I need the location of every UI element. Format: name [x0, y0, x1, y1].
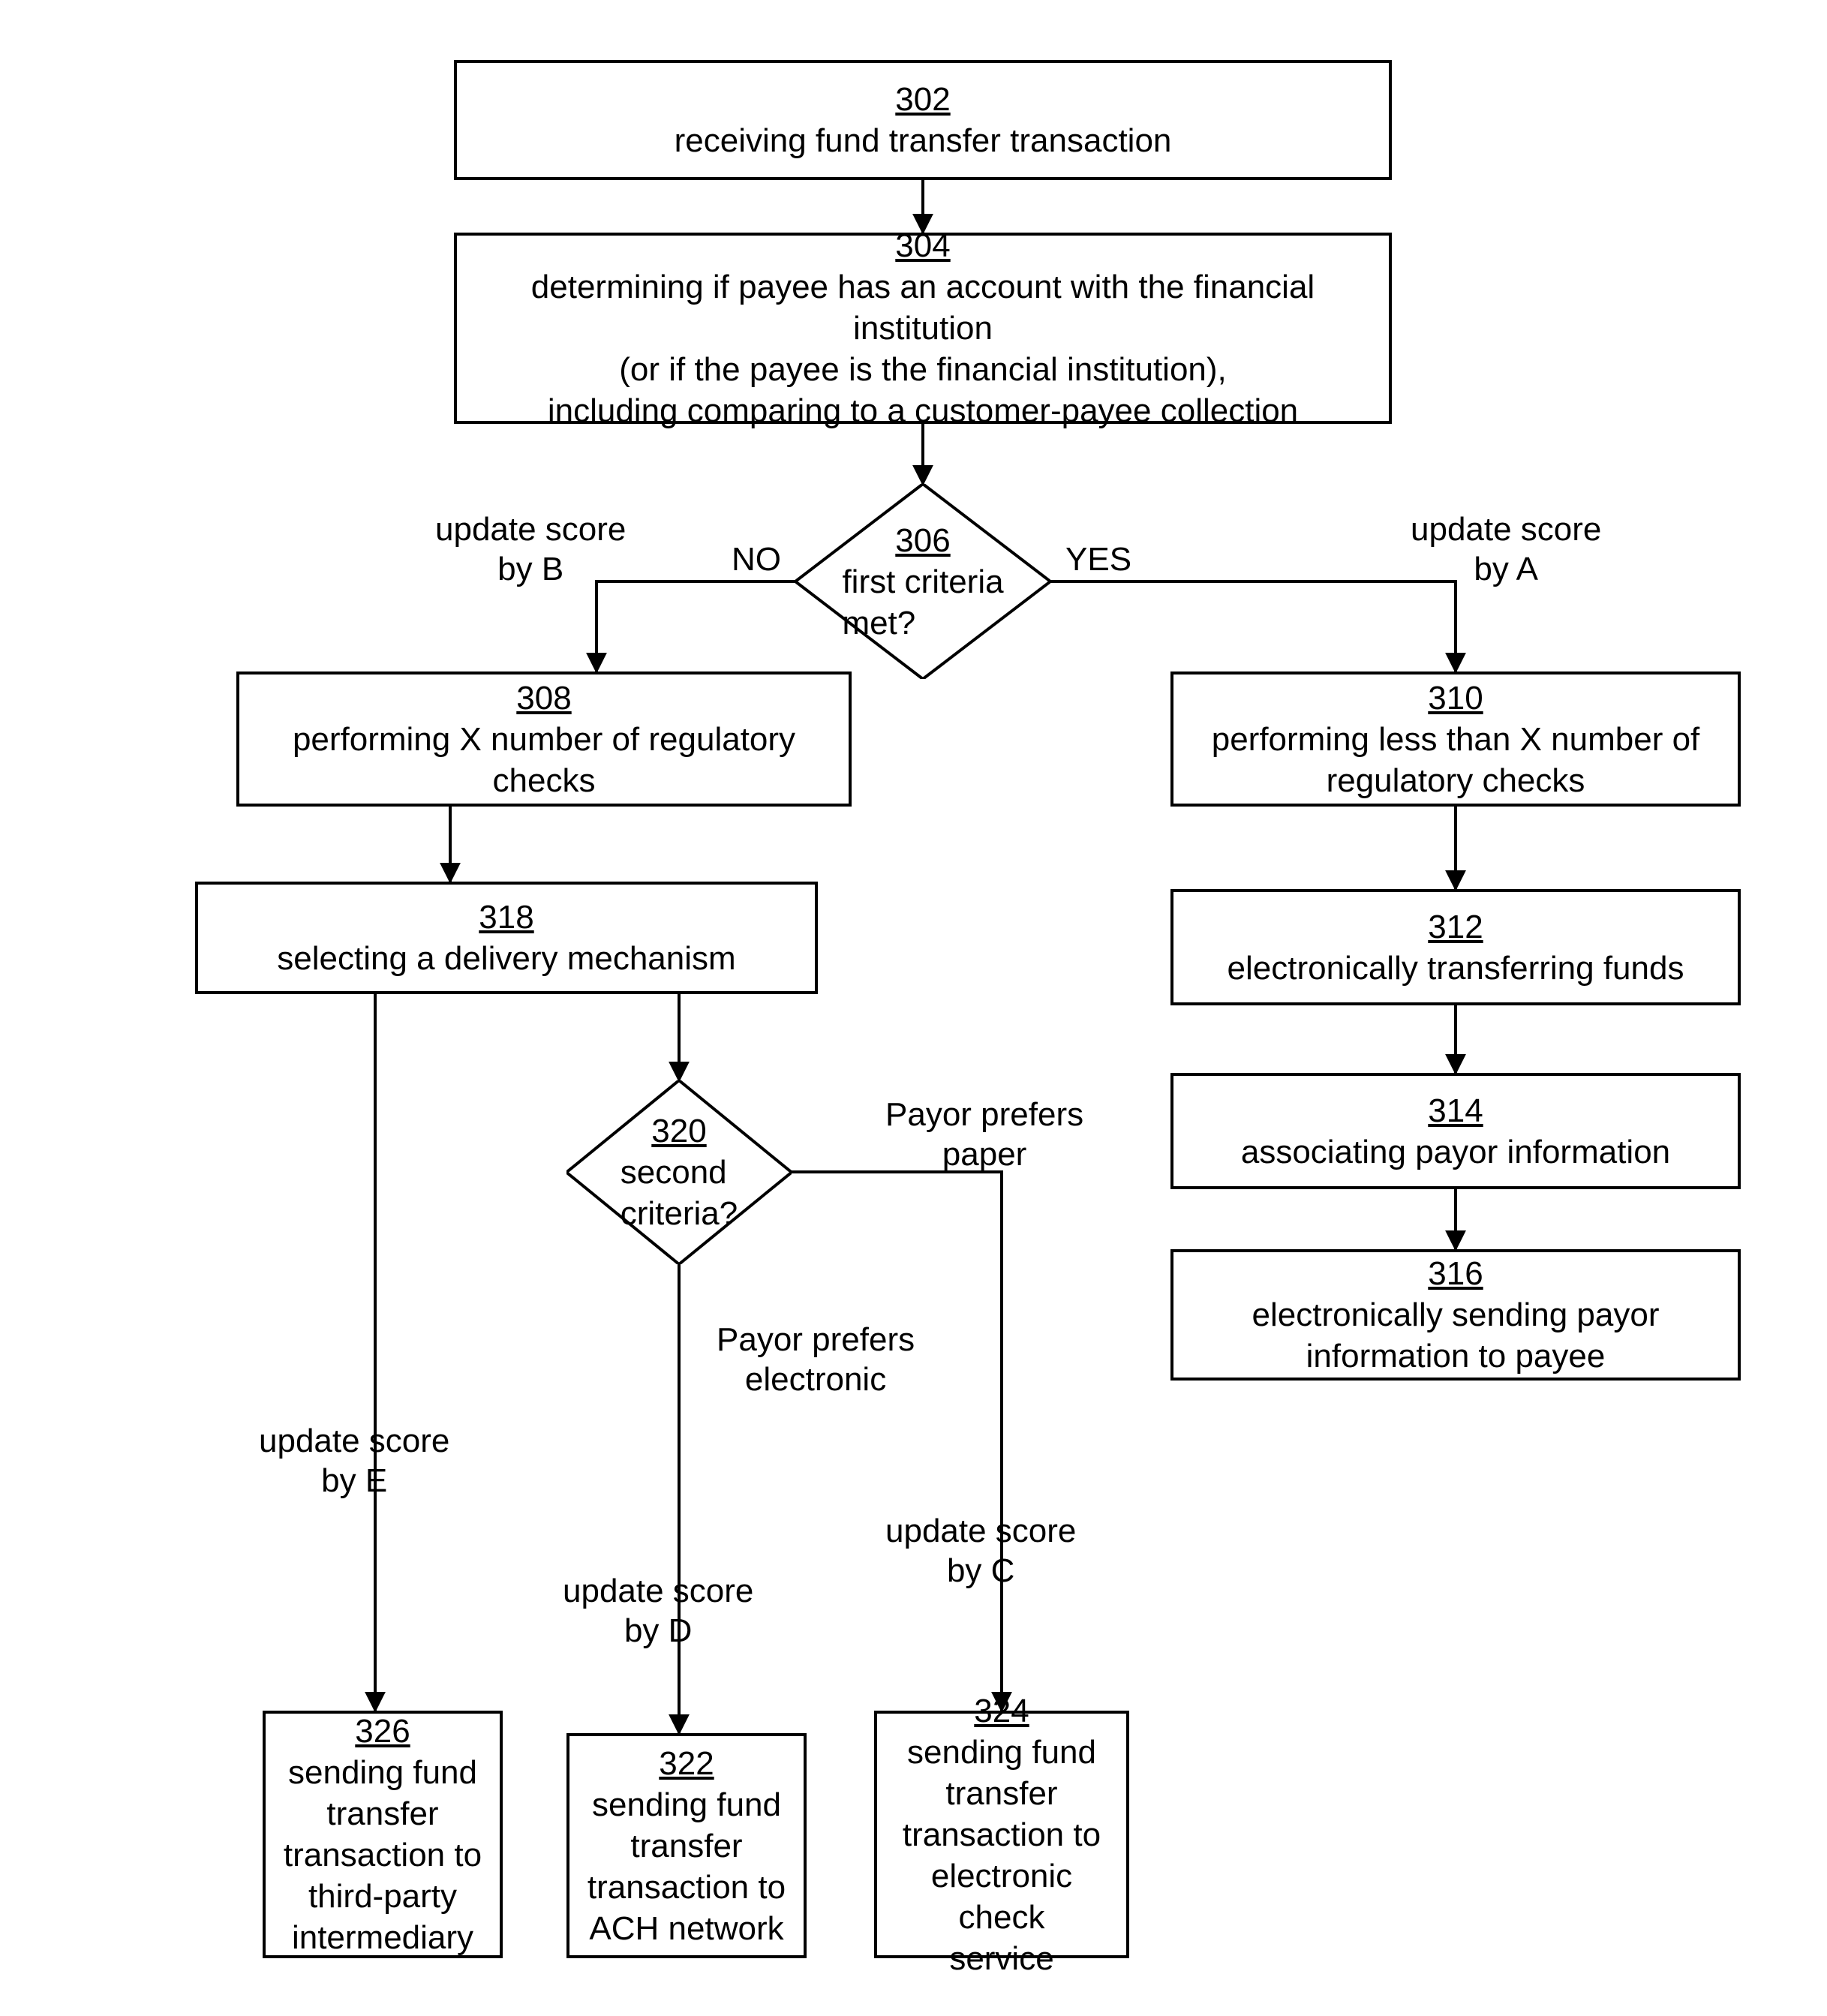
edge-n320-n324	[792, 1172, 1002, 1711]
node-id: 310	[1428, 678, 1483, 719]
edge-label-updB: update scoreby B	[435, 510, 626, 590]
node-label: determining if payee has an account with…	[466, 266, 1380, 431]
node-id: 314	[1428, 1090, 1483, 1131]
node-id: 312	[1428, 906, 1483, 948]
process-node-324: 324sending fundtransfertransaction toele…	[874, 1711, 1129, 1958]
edge-n306-n310_branch	[1050, 581, 1456, 671]
edge-n306-n308_branch	[596, 581, 795, 671]
edge-label-yes: YES	[1065, 540, 1131, 580]
edge-label-updA: update scoreby A	[1411, 510, 1601, 590]
process-node-302: 302receiving fund transfer transaction	[454, 60, 1392, 180]
node-label: associating payor information	[1241, 1131, 1670, 1173]
node-id: 308	[516, 678, 571, 719]
edge-label-prefPaper: Payor preferspaper	[885, 1095, 1083, 1175]
process-node-312: 312electronically transferring funds	[1170, 889, 1741, 1005]
edge-label-prefElec: Payor preferselectronic	[717, 1320, 915, 1400]
process-node-322: 322sending fundtransfertransaction toACH…	[566, 1733, 807, 1958]
node-label: secondcriteria?	[621, 1152, 738, 1234]
node-label: performing X number of regulatorychecks	[293, 719, 795, 801]
node-label: sending fundtransfertransaction toelectr…	[886, 1732, 1117, 1979]
node-id: 306	[895, 520, 950, 561]
node-label: performing less than X number ofregulato…	[1212, 719, 1700, 801]
edge-label-updD: update scoreby D	[563, 1572, 753, 1651]
decision-node-306: 306first criteriamet?	[795, 484, 1050, 679]
process-node-326: 326sending fundtransfertransaction tothi…	[263, 1711, 503, 1958]
decision-node-320: 320secondcriteria?	[566, 1080, 792, 1264]
node-id: 304	[895, 225, 950, 266]
process-node-310: 310performing less than X number ofregul…	[1170, 671, 1741, 807]
edge-label-updE: update scoreby E	[259, 1422, 449, 1501]
edge-label-no: NO	[732, 540, 781, 580]
node-id: 326	[355, 1711, 410, 1752]
process-node-314: 314associating payor information	[1170, 1073, 1741, 1189]
node-label: electronically sending payorinformation …	[1252, 1294, 1660, 1377]
node-id: 316	[1428, 1253, 1483, 1294]
process-node-304: 304determining if payee has an account w…	[454, 233, 1392, 424]
node-id: 324	[974, 1690, 1029, 1732]
process-node-316: 316electronically sending payorinformati…	[1170, 1249, 1741, 1381]
node-id: 320	[651, 1110, 706, 1152]
node-label: first criteriamet?	[842, 561, 1003, 644]
node-label: sending fundtransfertransaction tothird-…	[284, 1752, 482, 1958]
node-id: 302	[895, 79, 950, 120]
node-id: 318	[479, 897, 533, 938]
node-label: electronically transferring funds	[1228, 948, 1684, 989]
node-label: sending fundtransfertransaction toACH ne…	[587, 1784, 786, 1949]
edge-label-updC: update scoreby C	[885, 1512, 1076, 1591]
node-label: selecting a delivery mechanism	[277, 938, 735, 979]
process-node-308: 308performing X number of regulatorychec…	[236, 671, 852, 807]
process-node-318: 318selecting a delivery mechanism	[195, 882, 818, 994]
node-label: receiving fund transfer transaction	[675, 120, 1172, 161]
node-id: 322	[659, 1743, 714, 1784]
